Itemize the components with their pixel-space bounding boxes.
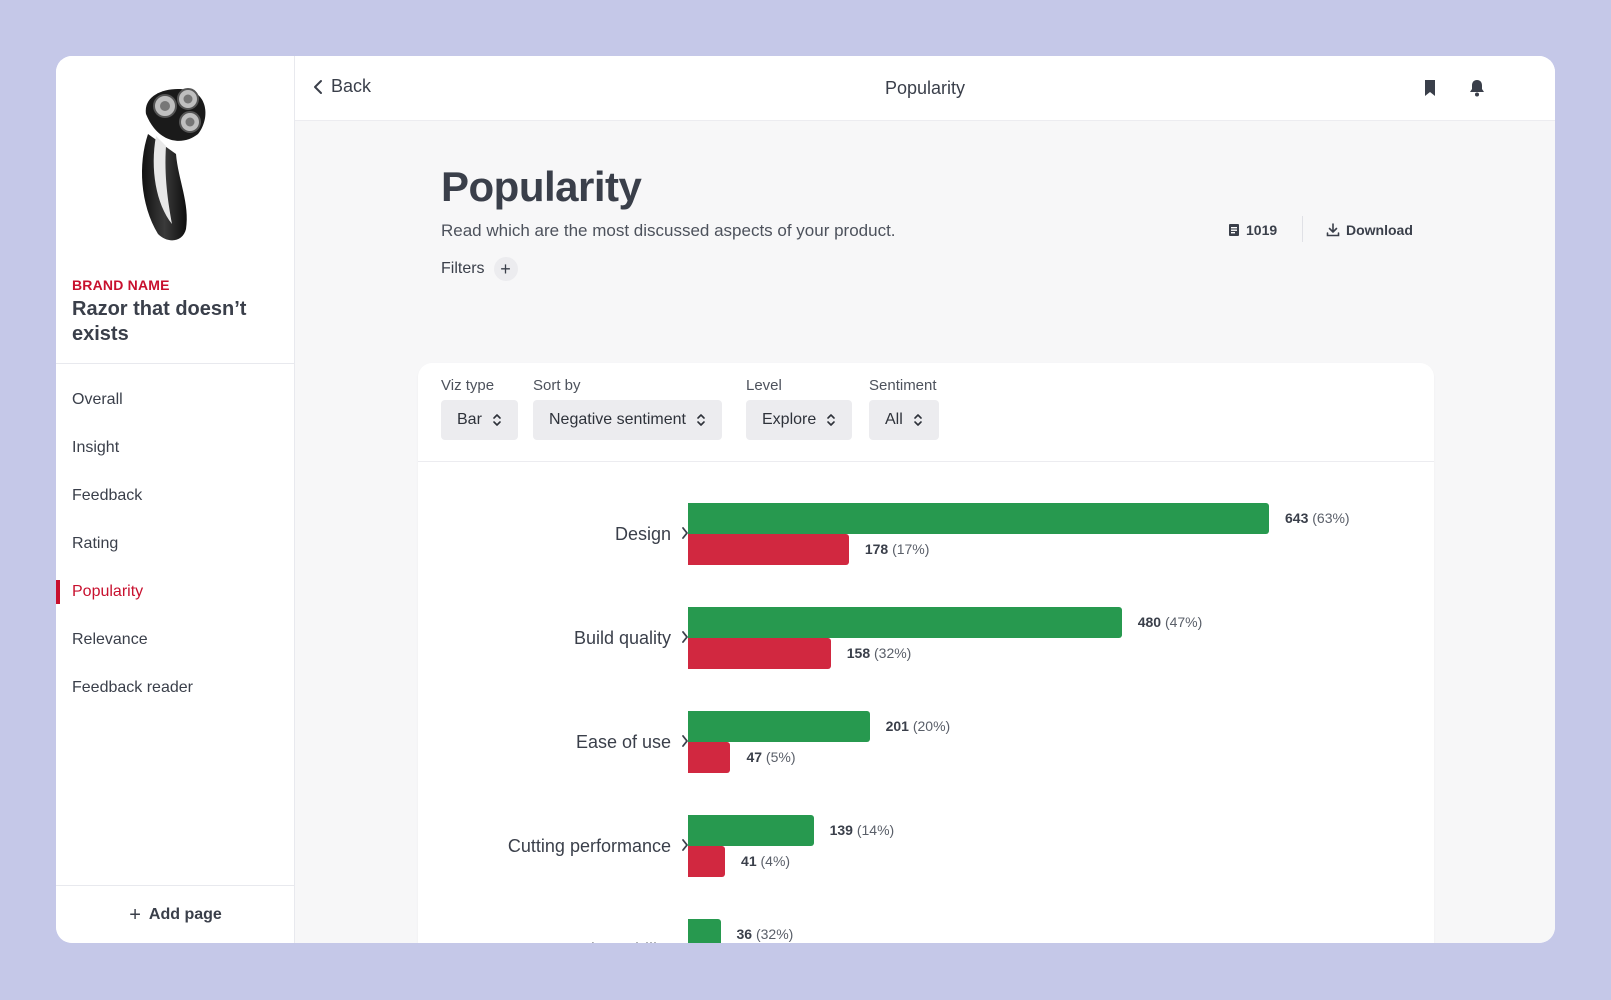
data-label: 480 (47%) (1137, 614, 1203, 630)
sentiment-control: Sentiment All (869, 377, 939, 440)
viz-type-label: Viz type (441, 377, 495, 394)
up-down-chevron-icon (493, 414, 501, 426)
bar-chart: Design 643 (63%) 178 (17%) Build quality 480… (418, 463, 1434, 943)
top-bar: Popularity Back (295, 56, 1555, 121)
sidebar-item-insight[interactable]: Insight (72, 439, 120, 456)
level-value: Explore (762, 411, 817, 428)
sidebar-bottom-divider (56, 885, 295, 886)
viz-type-select[interactable]: Bar (441, 400, 518, 440)
category-label: Ease of use (575, 731, 671, 752)
chevron-left-icon (314, 79, 322, 94)
chart-card: Viz type Bar Sort by Negative sentiment … (418, 363, 1434, 943)
category-label: Build quality (573, 627, 671, 648)
category-cutting-performance[interactable]: Cutting performance (508, 835, 689, 857)
up-down-chevron-icon (913, 414, 922, 426)
back-label: Back (331, 76, 372, 96)
sentiment-value: All (885, 411, 903, 428)
level-label: Level (746, 377, 782, 394)
positive-bar-design[interactable] (688, 503, 1269, 534)
category-label: Cleanability (578, 940, 671, 944)
app-window: BRAND NAME Razor that doesn’t exists Ove… (56, 56, 1555, 943)
sort-by-select[interactable]: Negative sentiment (533, 400, 722, 440)
filters-row: Filters + (441, 257, 518, 281)
up-down-chevron-icon (827, 414, 836, 426)
up-down-chevron-icon (697, 414, 705, 426)
top-bar-title: Popularity (884, 78, 966, 98)
plus-icon: + (129, 903, 141, 926)
data-label: 36 (32%) (736, 926, 794, 942)
review-count: 1019 (1228, 222, 1277, 238)
page-title: Popularity (441, 163, 642, 210)
brand-name: BRAND NAME (72, 277, 170, 293)
level-control: Level Explore (746, 377, 853, 440)
sidebar-divider (56, 363, 295, 364)
bookmark-icon[interactable] (1420, 78, 1440, 98)
negative-bar-ease-of-use[interactable] (688, 742, 731, 773)
sidebar: BRAND NAME Razor that doesn’t exists Ove… (56, 56, 295, 943)
sort-by-control: Sort by Negative sentiment (533, 377, 722, 440)
sentiment-select[interactable]: All (869, 400, 939, 440)
sentiment-label: Sentiment (869, 377, 937, 394)
data-label: 139 (14%) (829, 822, 895, 838)
positive-bar-cleanability[interactable] (688, 919, 721, 943)
viz-type-value: Bar (457, 411, 482, 428)
main-content: Popularity Read which are the most discu… (295, 121, 1555, 943)
filters-label: Filters (441, 260, 485, 277)
sidebar-item-relevance[interactable]: Relevance (72, 631, 148, 648)
sidebar-nav: Overall Insight Feedback Rating Populari… (56, 376, 295, 712)
add-page-button[interactable]: + Add page (56, 886, 295, 943)
positive-bar-build-quality[interactable] (688, 607, 1122, 638)
sidebar-item-overall[interactable]: Overall (72, 391, 123, 408)
sidebar-item-feedback-reader[interactable]: Feedback reader (72, 679, 193, 696)
chevron-right-icon (681, 836, 689, 857)
category-ease-of-use[interactable]: Ease of use (576, 731, 689, 753)
bell-icon[interactable] (1467, 78, 1487, 98)
back-button[interactable]: Back (313, 76, 371, 97)
chevron-right-icon (681, 732, 689, 753)
category-label: Cutting performance (507, 835, 671, 856)
negative-bar-design[interactable] (688, 534, 849, 565)
add-filter-button[interactable]: + (493, 257, 518, 281)
negative-bar-cutting-performance[interactable] (688, 846, 726, 877)
sidebar-item-feedback[interactable]: Feedback (72, 487, 143, 504)
data-label: 643 (63%) (1285, 510, 1350, 526)
viz-type-control: Viz type Bar (441, 377, 518, 440)
download-label: Download (1346, 222, 1413, 238)
product-name: Razor that doesn’t exists (72, 298, 247, 345)
product-image (142, 88, 206, 241)
page-subtitle: Read which are the most discussed aspect… (441, 221, 896, 240)
category-design[interactable]: Design (615, 523, 689, 545)
download-button[interactable]: Download (1326, 222, 1413, 238)
sort-by-value: Negative sentiment (549, 411, 686, 428)
category-build-quality[interactable]: Build quality (574, 627, 689, 649)
review-count-value: 1019 (1246, 222, 1278, 238)
document-icon (1229, 224, 1239, 236)
sidebar-item-popularity[interactable]: Popularity (56, 568, 295, 616)
category-cleanability[interactable]: Cleanability (578, 939, 689, 943)
data-label: 178 (17%) (864, 541, 930, 557)
sidebar-item-rating[interactable]: Rating (72, 535, 119, 552)
add-page-label: Add page (148, 905, 222, 923)
sort-by-label: Sort by (533, 377, 581, 394)
header-divider (1302, 216, 1303, 242)
data-label: 158 (32%) (846, 645, 912, 661)
level-select[interactable]: Explore (746, 400, 853, 440)
data-label: 41 (4%) (741, 853, 791, 869)
chevron-right-icon (681, 524, 689, 545)
chevron-right-icon (681, 628, 689, 649)
positive-bar-ease-of-use[interactable] (688, 711, 870, 742)
data-label: 201 (20%) (885, 718, 951, 734)
chart-controls: Viz type Bar Sort by Negative sentiment … (418, 363, 1434, 462)
category-label: Design (614, 523, 671, 544)
negative-bar-build-quality[interactable] (688, 638, 831, 669)
data-label: 47 (5%) (746, 749, 796, 765)
download-icon (1326, 223, 1340, 237)
positive-bar-cutting-performance[interactable] (688, 815, 814, 846)
